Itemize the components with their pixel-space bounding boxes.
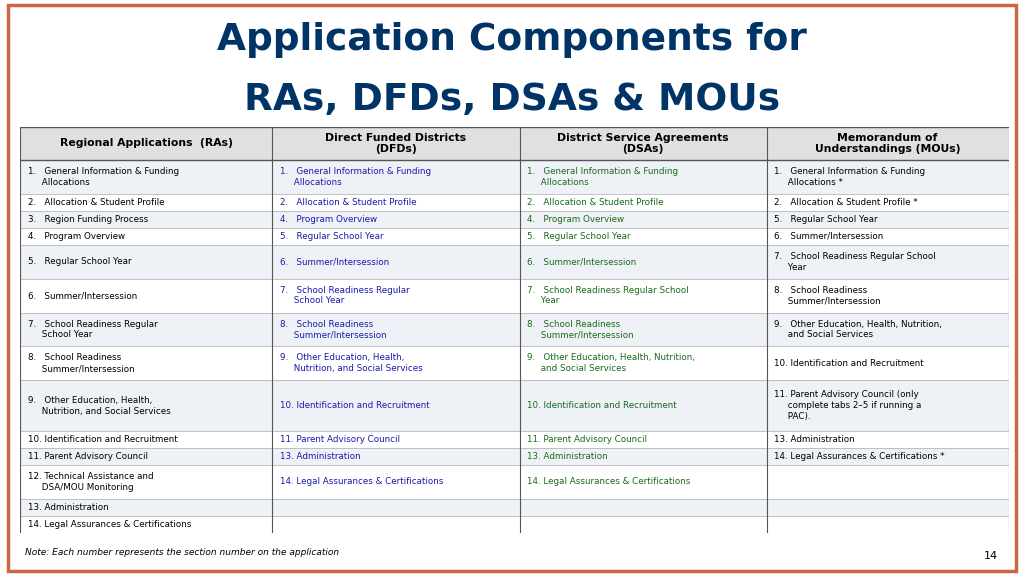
Text: 11. Parent Advisory Council: 11. Parent Advisory Council (281, 435, 400, 444)
Text: 8.   School Readiness
     Summer/Intersession: 8. School Readiness Summer/Intersession (774, 286, 881, 305)
Text: Memorandum of
Understandings (MOUs): Memorandum of Understandings (MOUs) (815, 132, 961, 154)
Bar (20, 279, 1009, 313)
Text: 6.   Summer/Intersession: 6. Summer/Intersession (281, 257, 389, 266)
Text: 14. Legal Assurances & Certifications: 14. Legal Assurances & Certifications (29, 520, 191, 529)
Text: 2.   Allocation & Student Profile: 2. Allocation & Student Profile (29, 198, 165, 207)
Text: 9.   Other Education, Health,
     Nutrition, and Social Services: 9. Other Education, Health, Nutrition, a… (281, 354, 423, 373)
Text: 10. Identification and Recruitment: 10. Identification and Recruitment (281, 401, 430, 410)
Text: 13. Administration: 13. Administration (29, 503, 109, 512)
Text: 10. Identification and Recruitment: 10. Identification and Recruitment (774, 359, 924, 368)
Text: 13. Administration: 13. Administration (774, 435, 855, 444)
Text: 8.   School Readiness
     Summer/Intersession: 8. School Readiness Summer/Intersession (281, 320, 387, 339)
Bar (20, 245, 1009, 279)
Text: 10. Identification and Recruitment: 10. Identification and Recruitment (29, 435, 178, 444)
Text: 13. Administration: 13. Administration (527, 452, 608, 461)
Bar (20, 499, 1009, 516)
Bar (20, 194, 1009, 211)
Text: 4.   Program Overview: 4. Program Overview (281, 215, 378, 224)
Text: 1.   General Information & Funding
     Allocations: 1. General Information & Funding Allocat… (29, 167, 179, 187)
Text: 14. Legal Assurances & Certifications: 14. Legal Assurances & Certifications (281, 478, 443, 487)
Bar (20, 211, 1009, 228)
Text: 6.   Summer/Intersession: 6. Summer/Intersession (527, 257, 637, 266)
Text: Regional Applications  (RAs): Regional Applications (RAs) (60, 138, 232, 149)
Bar (20, 160, 1009, 194)
Text: 4.   Program Overview: 4. Program Overview (29, 232, 126, 241)
Text: 6.   Summer/Intersession: 6. Summer/Intersession (774, 232, 884, 241)
Text: 9.   Other Education, Health, Nutrition,
     and Social Services: 9. Other Education, Health, Nutrition, a… (527, 354, 695, 373)
Text: 3.   Region Funding Process: 3. Region Funding Process (29, 215, 148, 224)
Text: 1.   General Information & Funding
     Allocations *: 1. General Information & Funding Allocat… (774, 167, 926, 187)
Text: 8.   School Readiness
     Summer/Intersession: 8. School Readiness Summer/Intersession (527, 320, 634, 339)
Text: 11. Parent Advisory Council: 11. Parent Advisory Council (527, 435, 647, 444)
Text: 7.   School Readiness Regular School
     Year: 7. School Readiness Regular School Year (527, 286, 689, 305)
Text: 13. Administration: 13. Administration (281, 452, 361, 461)
Bar (20, 228, 1009, 245)
Text: 12. Technical Assistance and
     DSA/MOU Monitoring: 12. Technical Assistance and DSA/MOU Mon… (29, 472, 154, 492)
Text: 1.   General Information & Funding
     Allocations: 1. General Information & Funding Allocat… (527, 167, 679, 187)
Text: 7.   School Readiness Regular
     School Year: 7. School Readiness Regular School Year (29, 320, 158, 339)
Text: 9.   Other Education, Health, Nutrition,
     and Social Services: 9. Other Education, Health, Nutrition, a… (774, 320, 942, 339)
Text: 10. Identification and Recruitment: 10. Identification and Recruitment (527, 401, 677, 410)
Text: 14. Legal Assurances & Certifications *: 14. Legal Assurances & Certifications * (774, 452, 945, 461)
Text: 1.   General Information & Funding
     Allocations: 1. General Information & Funding Allocat… (281, 167, 431, 187)
Text: 2.   Allocation & Student Profile: 2. Allocation & Student Profile (281, 198, 417, 207)
Text: 5.   Regular School Year: 5. Regular School Year (29, 257, 132, 266)
Bar (20, 448, 1009, 465)
Text: RAs, DFDs, DSAs & MOUs: RAs, DFDs, DSAs & MOUs (244, 82, 780, 118)
Text: 14: 14 (984, 551, 998, 561)
Text: 6.   Summer/Intersession: 6. Summer/Intersession (29, 291, 137, 300)
Text: Direct Funded Districts
(DFDs): Direct Funded Districts (DFDs) (326, 132, 467, 154)
Text: Application Components for: Application Components for (217, 22, 807, 58)
Bar (20, 431, 1009, 448)
Text: 7.   School Readiness Regular
     School Year: 7. School Readiness Regular School Year (281, 286, 411, 305)
Text: 5.   Regular School Year: 5. Regular School Year (281, 232, 384, 241)
Text: 4.   Program Overview: 4. Program Overview (527, 215, 625, 224)
Text: 8.   School Readiness
     Summer/Intersession: 8. School Readiness Summer/Intersession (29, 354, 135, 373)
Text: 2.   Allocation & Student Profile *: 2. Allocation & Student Profile * (774, 198, 919, 207)
Text: 5.   Regular School Year: 5. Regular School Year (527, 232, 631, 241)
Text: 7.   School Readiness Regular School
     Year: 7. School Readiness Regular School Year (774, 252, 936, 271)
Text: 5.   Regular School Year: 5. Regular School Year (774, 215, 878, 224)
Text: 11. Parent Advisory Council: 11. Parent Advisory Council (29, 452, 148, 461)
Bar (20, 465, 1009, 499)
Bar (20, 127, 1009, 160)
Bar (20, 313, 1009, 346)
Text: 14. Legal Assurances & Certifications: 14. Legal Assurances & Certifications (527, 478, 691, 487)
Text: District Service Agreements
(DSAs): District Service Agreements (DSAs) (557, 132, 729, 154)
Text: 11. Parent Advisory Council (only
     complete tabs 2–5 if running a
     PAC).: 11. Parent Advisory Council (only comple… (774, 391, 922, 421)
Bar (20, 380, 1009, 431)
Bar (20, 516, 1009, 533)
Text: Note: Each number represents the section number on the application: Note: Each number represents the section… (25, 548, 339, 557)
Bar (20, 346, 1009, 380)
Text: 2.   Allocation & Student Profile: 2. Allocation & Student Profile (527, 198, 664, 207)
Text: 9.   Other Education, Health,
     Nutrition, and Social Services: 9. Other Education, Health, Nutrition, a… (29, 396, 171, 416)
